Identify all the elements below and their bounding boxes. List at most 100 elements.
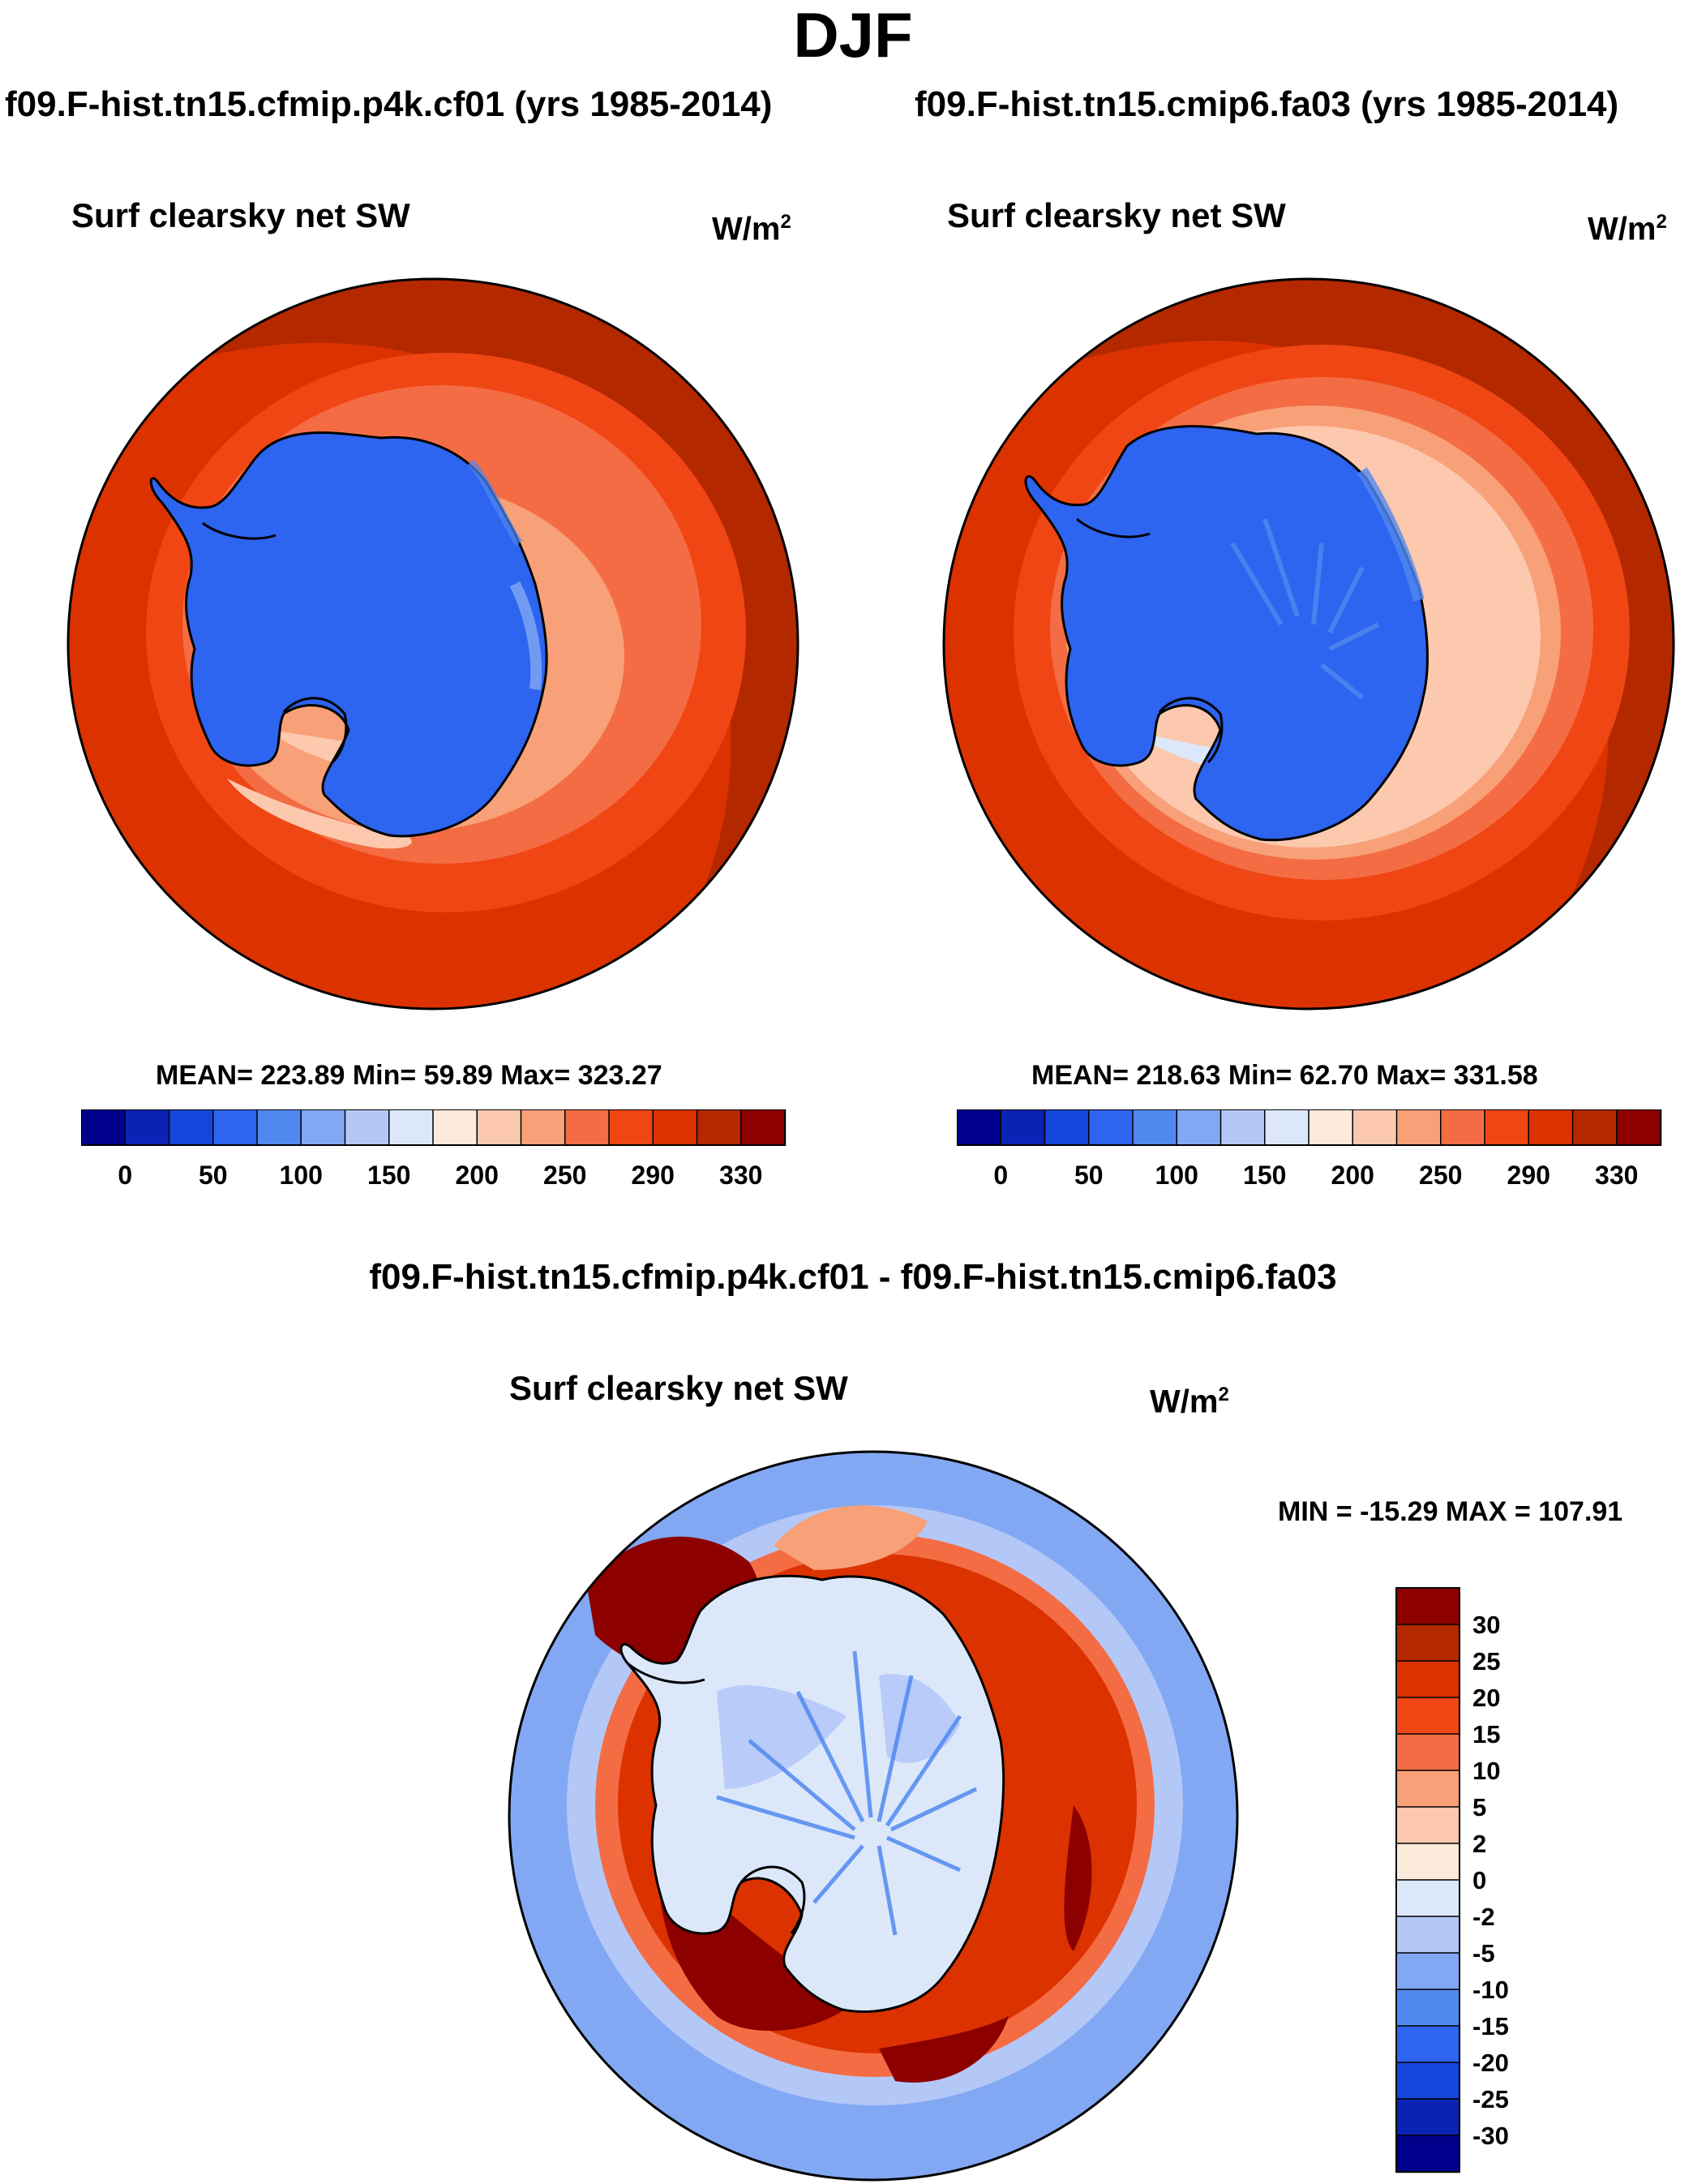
left-colorbar-label: 250 (543, 1161, 586, 1190)
diff-ice-shelf-line (627, 1662, 705, 1684)
right-colorbar-cell (1528, 1109, 1574, 1146)
right-stats: MEAN= 218.63 Min= 62.70 Max= 331.58 (1031, 1060, 1538, 1091)
diff-colorbar-cell (1395, 2062, 1460, 2100)
left-ross-light-2 (227, 779, 412, 849)
left-colorbar-label: 100 (280, 1161, 323, 1190)
diff-colorbar-cell (1395, 1733, 1460, 1772)
diff-colorbar-label: 5 (1472, 1793, 1486, 1821)
diff-colorbar-cell (1395, 2098, 1460, 2137)
right-colorbar-label: 250 (1419, 1161, 1462, 1190)
left-colorbar-cell (432, 1109, 478, 1146)
diff-stats: MIN = -15.29 MAX = 107.91 (1278, 1496, 1623, 1527)
left-east-coast-shade-2 (509, 581, 542, 690)
diff-colorbar-label: 15 (1472, 1720, 1500, 1748)
right-colorbar-label: 330 (1595, 1161, 1638, 1190)
left-colorbar: 0 50 100 150 200 250 290 330 (81, 1109, 787, 1190)
right-ice-shelf-line (1076, 517, 1151, 538)
left-colorbar-label: 330 (719, 1161, 762, 1190)
diff-colorbar-label: 0 (1472, 1866, 1486, 1894)
diff-colorbar-cell (1395, 2025, 1460, 2064)
right-colorbar-cell (1440, 1109, 1486, 1146)
left-colorbar-label: 0 (118, 1161, 132, 1190)
left-colorbar-cell (300, 1109, 346, 1146)
left-colorbar-frame (81, 1109, 786, 1146)
diff-ross-shelf-line (739, 1865, 806, 1934)
difference-title: f09.F-hist.tn15.cfmip.p4k.cf01 - f09.F-h… (369, 1257, 1337, 1297)
season-title: DJF (793, 0, 913, 71)
diff-colorbar-cell (1395, 1989, 1460, 2027)
left-colorbar-cell (212, 1109, 259, 1146)
diff-colorbar-cell (1395, 1624, 1460, 1663)
right-colorbar-frame (957, 1109, 1661, 1146)
right-colorbar-label: 200 (1331, 1161, 1374, 1190)
left-colorbar-cell (608, 1109, 654, 1146)
left-colorbar-cell (476, 1109, 522, 1146)
left-map (66, 277, 799, 1010)
right-colorbar-cell (1219, 1109, 1266, 1146)
right-east-coast-shade (1357, 467, 1425, 602)
right-colorbar-cell (1571, 1109, 1618, 1146)
left-colorbar-cell (740, 1109, 787, 1146)
diff-colorbar-cell (1395, 1770, 1460, 1809)
right-colorbar-label: 0 (993, 1161, 1008, 1190)
diff-colorbar-label: 30 (1472, 1611, 1500, 1639)
diff-east-max (1064, 1805, 1092, 1951)
left-map-border (66, 277, 799, 1010)
diff-colorbar-cell (1395, 1697, 1460, 1736)
diff-colorbar-label: -2 (1472, 1903, 1495, 1931)
right-interior-streaks (1230, 518, 1380, 700)
diff-colorbar-label: 20 (1472, 1684, 1500, 1712)
right-colorbar-label: 150 (1243, 1161, 1286, 1190)
right-colorbar-label: 100 (1155, 1161, 1198, 1190)
right-colorbar-cell (1616, 1109, 1662, 1146)
difference-map (508, 1450, 1239, 2182)
diff-colorbar-label: -25 (1472, 2085, 1509, 2113)
right-colorbar-cell (1000, 1109, 1046, 1146)
right-map (942, 277, 1675, 1010)
diff-variable-label: Surf clearsky net SW (509, 1369, 848, 1407)
diff-colorbar-label: -20 (1472, 2049, 1509, 2077)
left-stats: MEAN= 223.89 Min= 59.89 Max= 323.27 (156, 1060, 662, 1091)
right-units-label: W/m2 (1588, 211, 1667, 247)
left-colorbar-cell (81, 1109, 126, 1146)
left-experiment-title: f09.F-hist.tn15.cfmip.p4k.cf01 (yrs 1985… (5, 84, 773, 124)
left-variable-label: Surf clearsky net SW (71, 196, 410, 234)
right-colorbar-label: 290 (1507, 1161, 1550, 1190)
left-colorbar-cell (124, 1109, 170, 1146)
left-colorbar-cell (388, 1109, 435, 1146)
right-colorbar-cell (957, 1109, 1002, 1146)
diff-map-border (508, 1450, 1239, 2182)
diff-colorbar-cell (1395, 1660, 1460, 1699)
right-ross-shelf-line (1158, 697, 1224, 764)
diff-colorbar-cell (1395, 1587, 1460, 1626)
diff-colorbar-label: 25 (1472, 1647, 1500, 1676)
right-colorbar-label: 50 (1074, 1161, 1104, 1190)
left-colorbar-cell (256, 1109, 302, 1146)
diff-colorbar-cell (1395, 1879, 1460, 1918)
left-ice-shelf-line (202, 521, 276, 540)
diff-interior-streaks (716, 1650, 978, 1936)
diff-units-label: W/m2 (1150, 1384, 1229, 1420)
left-colorbar-cell (520, 1109, 566, 1146)
right-experiment-title: f09.F-hist.tn15.cmip6.fa03 (yrs 1985-201… (915, 84, 1619, 124)
left-colorbar-label: 50 (199, 1161, 228, 1190)
right-colorbar-cell (1352, 1109, 1398, 1146)
left-colorbar-label: 150 (367, 1161, 410, 1190)
diff-colorbar-label: -5 (1472, 1939, 1495, 1967)
right-variable-label: Surf clearsky net SW (947, 196, 1286, 234)
diff-colorbar-label: -15 (1472, 2012, 1509, 2040)
right-colorbar: 0 50 100 150 200 250 290 330 (957, 1109, 1662, 1190)
left-colorbar-cell (564, 1109, 611, 1146)
diff-interior-pale-2 (879, 1674, 960, 1763)
diff-north-light (774, 1505, 928, 1570)
diff-colorbar-cell (1395, 2135, 1460, 2173)
left-colorbar-cell (168, 1109, 214, 1146)
right-colorbar-cell (1088, 1109, 1134, 1146)
diff-colorbar-cell (1395, 1806, 1460, 1845)
left-colorbar-label: 200 (456, 1161, 499, 1190)
diff-ross-max-2 (879, 2016, 1009, 2083)
left-colorbar-cell (652, 1109, 698, 1146)
left-ross-shelf-line (282, 697, 348, 764)
left-colorbar-cell (344, 1109, 390, 1146)
